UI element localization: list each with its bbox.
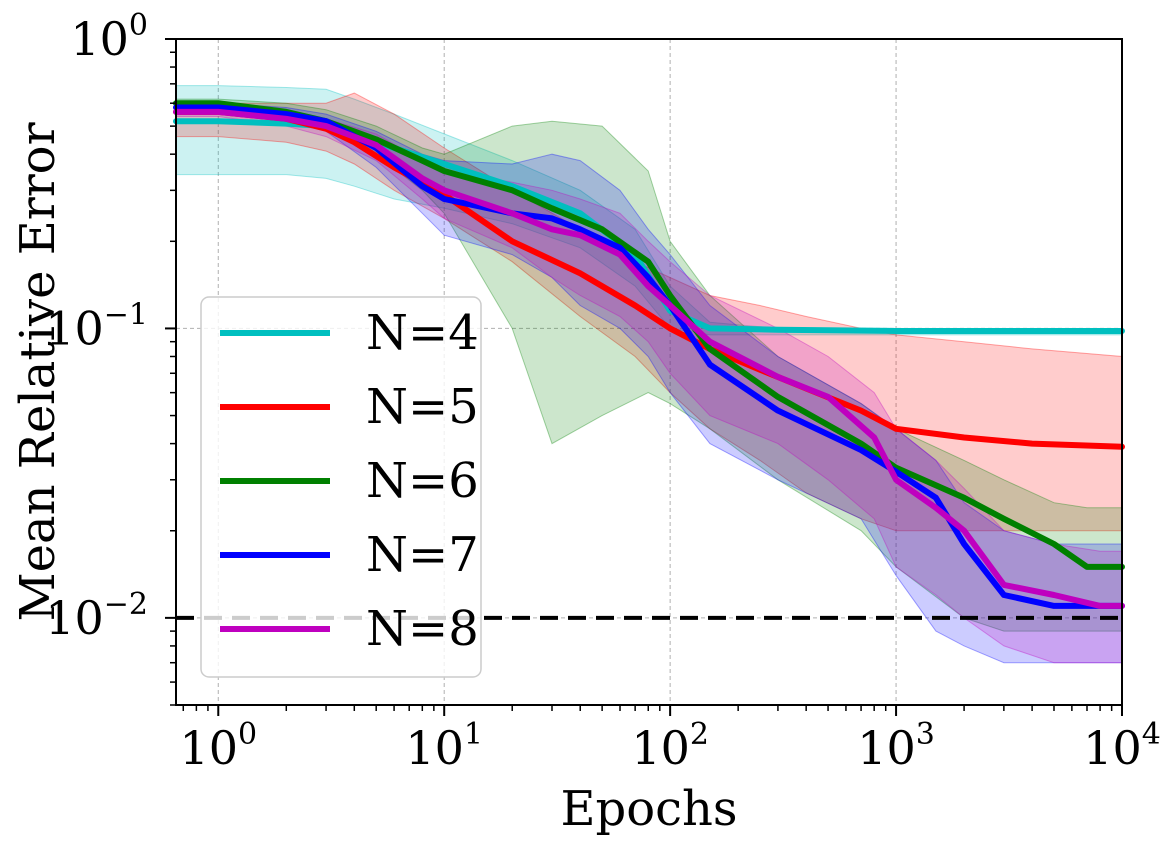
y-tick-exp-1: −1	[104, 297, 148, 332]
x-tick-label-1: 101	[405, 717, 483, 775]
y-tick-label-2: 10−2	[45, 587, 148, 645]
legend-label-0: N=4	[366, 305, 479, 361]
legend-label-3: N=7	[366, 527, 479, 583]
plot-frame	[175, 38, 1123, 706]
x-tick-exp-1: 1	[464, 717, 483, 752]
x-tick-base-2: 10	[631, 721, 690, 775]
legend-label-4: N=8	[366, 601, 479, 657]
legend-label-2: N=6	[366, 453, 479, 509]
x-tick-label-0: 100	[179, 717, 257, 775]
y-tick-label-1: 10−1	[45, 297, 148, 355]
x-tick-label-3: 103	[857, 717, 935, 775]
x-tick-label-2: 102	[631, 717, 709, 775]
x-tick-exp-3: 3	[916, 717, 935, 752]
series-lines	[173, 100, 1125, 609]
x-tick-exp-4: 4	[1142, 717, 1161, 752]
y-tick-base-0: 10	[70, 12, 129, 66]
legend: N=4 N=5 N=6 N=7 N=8	[200, 296, 482, 678]
x-tick-base-0: 10	[179, 721, 238, 775]
y-tick-label-0: 100	[70, 8, 148, 66]
y-tick-base-1: 10	[45, 301, 104, 355]
x-tick-base-3: 10	[857, 721, 916, 775]
x-tick-label-4: 104	[1083, 717, 1161, 775]
line-n-8	[173, 108, 1125, 609]
legend-box	[200, 296, 482, 678]
y-tick-exp-2: −2	[104, 587, 148, 622]
y-axis-label: Mean Relative Error	[10, 122, 66, 621]
x-tick-base-4: 10	[1083, 721, 1142, 775]
x-axis-label: Epochs	[560, 781, 737, 837]
x-tick-exp-0: 0	[238, 717, 257, 752]
x-tick-exp-2: 2	[690, 717, 709, 752]
legend-label-1: N=5	[366, 379, 479, 435]
x-ticks: 100 101 102 103 104	[179, 705, 1161, 775]
x-tick-base-1: 10	[405, 721, 464, 775]
y-tick-base-2: 10	[45, 591, 104, 645]
y-tick-exp-0: 0	[129, 8, 148, 43]
